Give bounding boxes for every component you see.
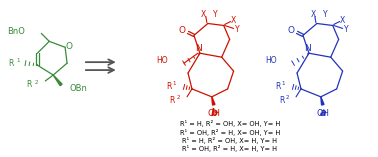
Text: 2: 2 — [285, 95, 289, 100]
Text: R¹ = OH, R² = H, X= H, Y= H: R¹ = OH, R² = H, X= H, Y= H — [182, 145, 277, 152]
Text: HO: HO — [266, 56, 277, 65]
Text: O: O — [288, 26, 294, 35]
Text: R¹ = H, R² = OH, X= H, Y= H: R¹ = H, R² = OH, X= H, Y= H — [182, 137, 277, 144]
Text: OH: OH — [207, 109, 220, 118]
Text: 2: 2 — [177, 95, 180, 100]
Text: Y: Y — [322, 10, 327, 19]
Text: X: X — [231, 16, 236, 25]
Text: R: R — [26, 80, 31, 89]
Text: Y: Y — [214, 10, 218, 19]
Text: R: R — [275, 82, 280, 91]
Text: OBn: OBn — [69, 84, 87, 93]
Text: R: R — [170, 96, 175, 105]
Polygon shape — [212, 97, 215, 105]
Text: O: O — [178, 26, 186, 35]
Text: N: N — [195, 44, 202, 53]
Text: R: R — [279, 96, 284, 105]
Text: N: N — [305, 44, 311, 53]
Text: X: X — [201, 10, 206, 19]
Text: Y: Y — [344, 25, 349, 34]
Text: X: X — [310, 10, 316, 19]
Text: a: a — [319, 108, 326, 118]
Text: X: X — [340, 16, 345, 25]
Text: 2: 2 — [34, 80, 38, 85]
Polygon shape — [53, 75, 62, 86]
Text: 1: 1 — [281, 81, 285, 87]
Text: R¹ = OH, R² = H, X= OH, Y= H: R¹ = OH, R² = H, X= OH, Y= H — [180, 129, 280, 136]
Text: HO: HO — [156, 56, 168, 65]
Text: R: R — [166, 82, 171, 91]
Text: R: R — [8, 59, 14, 68]
Text: b: b — [210, 108, 217, 118]
Text: BnO: BnO — [8, 27, 25, 36]
Text: 1: 1 — [17, 58, 20, 63]
Polygon shape — [321, 97, 324, 105]
Text: R¹ = H, R² = OH, X= OH, Y= H: R¹ = H, R² = OH, X= OH, Y= H — [180, 120, 280, 127]
Text: O: O — [65, 42, 73, 51]
Text: OH: OH — [316, 109, 329, 118]
Text: 1: 1 — [172, 81, 176, 87]
Text: Y: Y — [235, 25, 240, 34]
